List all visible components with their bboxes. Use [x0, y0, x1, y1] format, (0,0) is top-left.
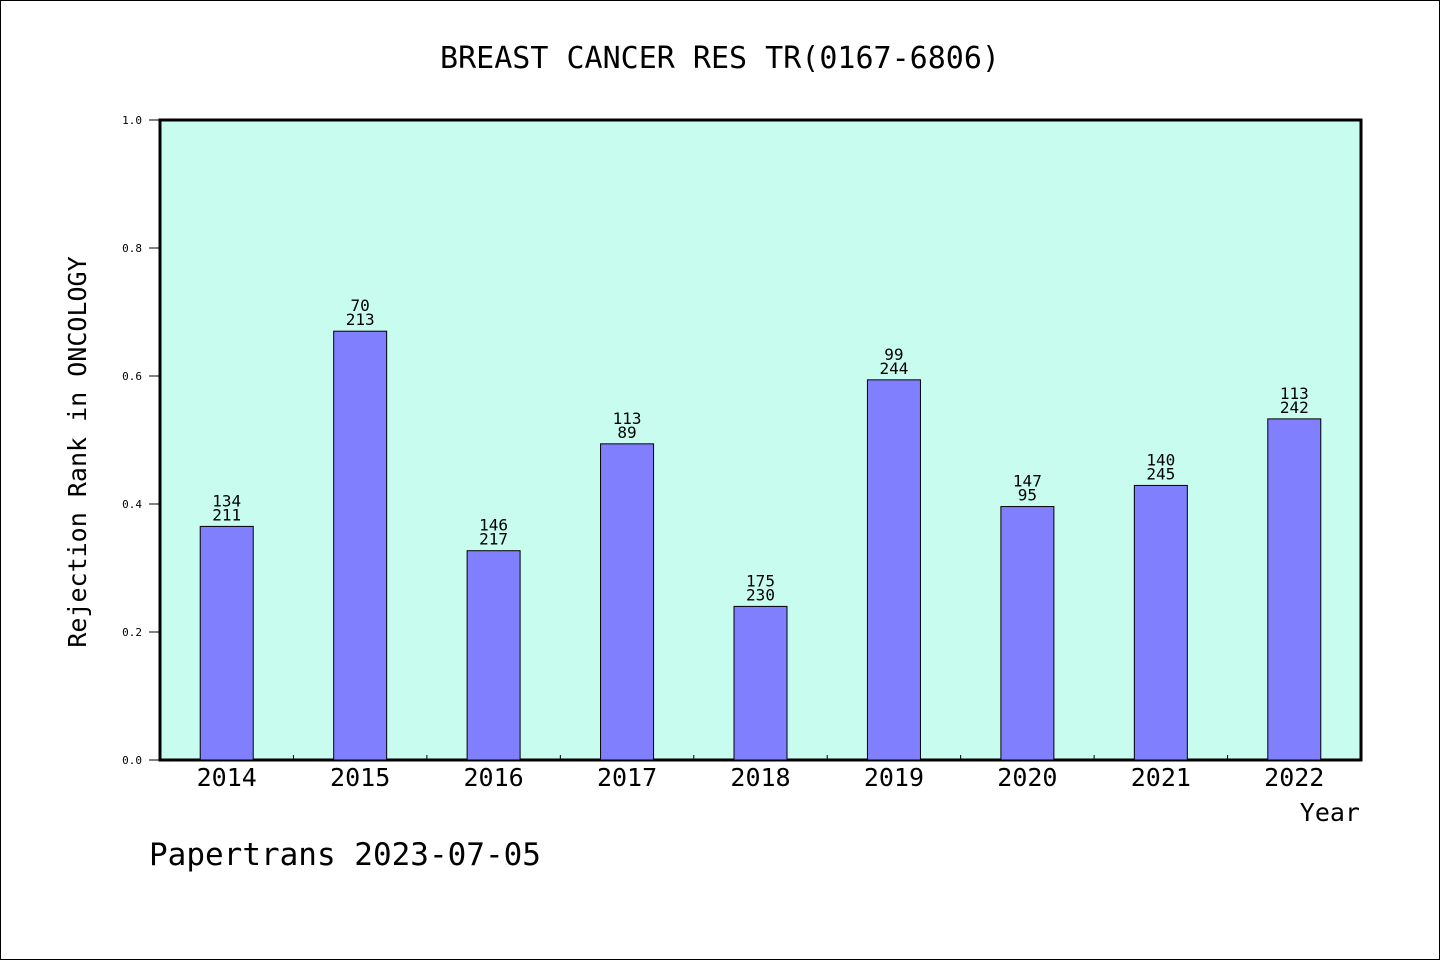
- y-tick-label-5: 1.0: [122, 114, 142, 127]
- bar-2019: [866, 379, 921, 761]
- bar-label-top-2018: 175: [746, 571, 775, 590]
- y-tick-label-0: 0.0: [122, 754, 142, 767]
- bar-2015: [333, 330, 388, 761]
- y-tick-label-2: 0.4: [122, 498, 142, 511]
- bar-label-top-2021: 140: [1146, 450, 1175, 469]
- bar-label-top-2019: 99: [884, 345, 903, 364]
- chart-title: BREAST CANCER RES TR(0167-6806): [440, 41, 1000, 76]
- bar-label-top-2017: 113: [613, 409, 642, 428]
- x-tick-label-2018: 2018: [730, 763, 790, 792]
- bar-label-bottom-2016: 217: [479, 530, 508, 549]
- x-tick-label-2020: 2020: [997, 763, 1057, 792]
- bar-2016: [466, 550, 521, 761]
- y-axis-label: Rejection Rank in ONCOLOGY: [63, 256, 92, 647]
- bar-label-bottom-2017: 89: [617, 423, 636, 442]
- bar-label-bottom-2019: 244: [879, 359, 908, 378]
- bar-label-top-2016: 146: [479, 516, 508, 535]
- bar-label-bottom-2022: 242: [1280, 398, 1309, 417]
- bar-label-bottom-2021: 245: [1146, 464, 1175, 483]
- y-tick-label-3: 0.6: [122, 370, 142, 383]
- y-tick-label-4: 0.8: [122, 242, 142, 255]
- bar-label-bottom-2020: 95: [1018, 486, 1037, 505]
- x-tick-label-2019: 2019: [864, 763, 924, 792]
- bar-label-top-2022: 113: [1280, 384, 1309, 403]
- bar-label-top-2015: 70: [351, 296, 370, 315]
- bar-labels-layer: 1342117021314621711389175230992441479514…: [212, 296, 1308, 604]
- footer-text: Papertrans 2023-07-05: [149, 837, 541, 873]
- bar-label-top-2020: 147: [1013, 472, 1042, 491]
- y-tick-label-1: 0.2: [122, 626, 142, 639]
- bar-2018: [733, 605, 788, 761]
- x-tick-label-2014: 2014: [197, 763, 257, 792]
- bar-2014: [199, 525, 254, 761]
- bar-2017: [600, 443, 655, 761]
- bar-label-bottom-2015: 213: [346, 310, 375, 329]
- bar-label-bottom-2018: 230: [746, 585, 775, 604]
- bars-layer: [199, 330, 1322, 761]
- x-axis: 2014 2015 2016 2017 2018 2019 2020 2021 2022: [197, 755, 1324, 792]
- bar-2021: [1133, 484, 1188, 761]
- x-tick-label-2022: 2022: [1264, 763, 1324, 792]
- bar-2020: [1000, 506, 1055, 761]
- x-tick-label-2016: 2016: [464, 763, 524, 792]
- x-tick-label-2021: 2021: [1131, 763, 1191, 792]
- x-axis-label: Year: [1300, 798, 1360, 827]
- x-tick-label-2015: 2015: [330, 763, 390, 792]
- y-axis: 0.0 0.2 0.4 0.6 0.8 1.0: [122, 114, 160, 767]
- x-tick-label-2017: 2017: [597, 763, 657, 792]
- bar-label-top-2014: 134: [212, 491, 241, 510]
- bar-label-bottom-2014: 211: [212, 505, 241, 524]
- bar-2022: [1267, 418, 1322, 761]
